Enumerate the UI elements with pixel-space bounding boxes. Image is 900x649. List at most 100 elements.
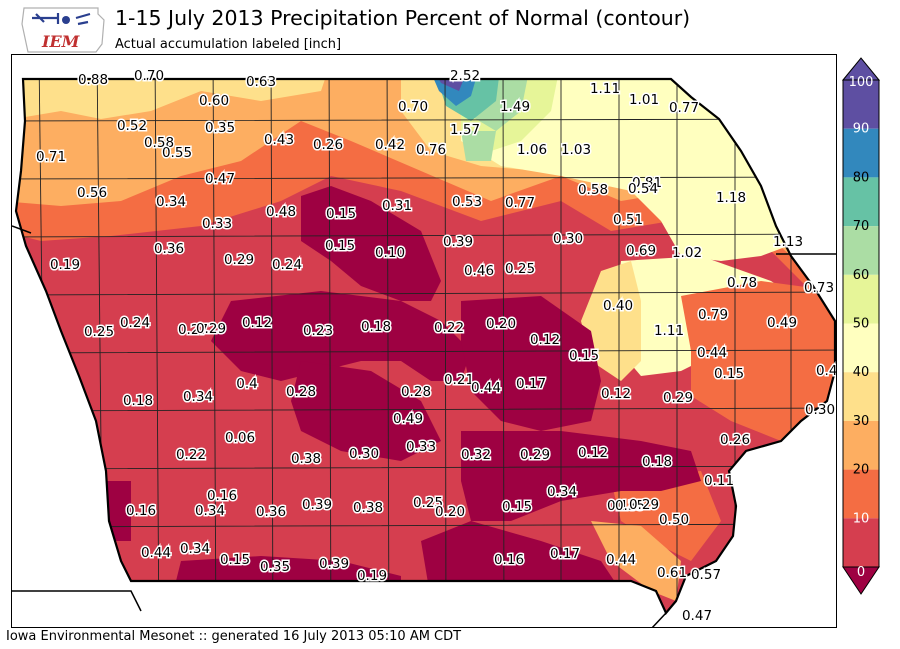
station-value-label: 0.54: [628, 181, 658, 197]
station-value-label: 0.21: [444, 372, 474, 388]
station-value-label: 0.58: [144, 135, 174, 151]
station-value-label: 0.38: [353, 500, 383, 516]
iowa-border: [14, 77, 836, 616]
station-value-label: 0.56: [77, 185, 107, 201]
station-value-label: 0.34: [195, 503, 225, 519]
station-value-label: 0.16: [207, 488, 237, 504]
station-value-label: 1.18: [716, 190, 746, 206]
station-value-label: 0.18: [607, 498, 637, 514]
station-value-label: 0.24: [120, 315, 150, 331]
station-value-label: 0.18: [642, 454, 672, 470]
map-subtitle: Actual accumulation labeled [inch]: [115, 37, 342, 52]
station-value-label: 1.11: [654, 323, 684, 339]
station-value-label: 0.70: [134, 68, 164, 84]
station-value-label: 0.35: [615, 498, 645, 514]
station-value-label: 0.19: [50, 257, 80, 273]
station-value-label: 0.71: [36, 149, 66, 165]
station-value-label: 0.53: [452, 194, 482, 210]
station-value-label: 0.28: [401, 384, 431, 400]
station-value-label: 0.18: [123, 393, 153, 409]
station-value-label: 0.42: [816, 363, 837, 379]
station-value-label: 0.16: [126, 503, 156, 519]
station-value-label: 0.39: [302, 497, 332, 513]
station-value-label: 0.35: [260, 559, 290, 575]
colorbar-tick-label: 10: [853, 511, 870, 526]
station-value-label: 0.11: [704, 473, 734, 489]
station-value-label: 0.29: [520, 447, 550, 463]
station-value-label: 1.13: [773, 234, 803, 250]
logo-text: IEM: [41, 32, 81, 51]
station-value-label: 0.19: [357, 568, 387, 584]
station-value-label: 0.12: [578, 445, 608, 461]
station-value-label: 0.29: [629, 497, 659, 513]
station-value-label: 0.52: [117, 118, 147, 134]
station-value-label: 0.15: [569, 348, 599, 364]
station-value-label: 0.32: [461, 447, 491, 463]
station-value-label: 0.58: [578, 182, 608, 198]
station-value-label: 0.15: [325, 238, 355, 254]
station-value-label: 0.34: [183, 389, 213, 405]
station-value-label: 0.4: [236, 376, 257, 392]
station-value-label: 0.15: [220, 552, 250, 568]
station-value-label: 0.81: [632, 175, 662, 191]
station-value-label: 0.44: [606, 552, 636, 568]
station-value-label: 0.34: [547, 484, 577, 500]
station-value-label: 1.11: [590, 81, 620, 97]
iem-logo: IEM: [21, 7, 105, 53]
station-value-label: 0.35: [205, 120, 235, 136]
contour-fill: [16, 79, 835, 613]
station-value-label: 0.44: [471, 380, 501, 396]
colorbar-bin: [843, 372, 879, 421]
colorbar-bin: [843, 323, 879, 373]
colorbar-bin: [843, 80, 879, 129]
map-title: 1-15 July 2013 Precipitation Percent of …: [115, 6, 691, 30]
station-value-label: 2.52: [450, 68, 480, 84]
precipitation-map: 0.88 0.70 0.63 2.52 1.11 1.01 0.77 0.60 0.70 1.49…: [11, 54, 837, 628]
station-value-label: 0.18: [361, 319, 391, 335]
station-value-label: 0.16: [494, 552, 524, 568]
station-value-label: 0.63: [246, 74, 276, 90]
station-labels: 0.88 0.70 0.63 2.52 1.11 1.01 0.77 0.60 0.70 1.49…: [34, 67, 837, 626]
station-value-label: 0.20: [486, 316, 516, 332]
station-value-label: 0.70: [398, 99, 428, 115]
colorbar-tick-label: 50: [853, 317, 870, 332]
station-value-label: 0.55: [162, 145, 192, 161]
station-value-label: 0.29: [663, 390, 693, 406]
station-value-label: 0.78: [727, 275, 757, 291]
station-value-label: 0.20: [435, 504, 465, 520]
station-value-label: 1.06: [517, 142, 547, 158]
station-value-label: 0.46: [464, 263, 494, 279]
station-value-label: 0.30: [553, 231, 583, 247]
station-value-label: 0.40: [603, 298, 633, 314]
station-value-label: 1.57: [450, 122, 480, 138]
station-value-label: 0.23: [303, 323, 333, 339]
colorbar-tick-label: 0: [857, 565, 865, 580]
colorbar-tick-label: 100: [849, 75, 874, 90]
station-value-label: 0.29: [196, 321, 226, 337]
colorbar-bin: [843, 226, 879, 275]
station-value-label: 0.24: [272, 257, 302, 273]
station-value-label: 0.33: [202, 216, 232, 232]
station-value-label: 0.43: [264, 132, 294, 148]
station-value-label: 0.51: [613, 212, 643, 228]
colorbar-tick-label: 90: [853, 122, 870, 137]
station-value-label: 0.39: [443, 234, 473, 250]
station-value-label: 0.26: [313, 137, 343, 153]
colorbar-tick-label: 70: [853, 219, 870, 234]
station-value-label: 0.44: [697, 345, 727, 361]
station-value-label: 0.12: [530, 332, 560, 348]
footer-credit: Iowa Environmental Mesonet :: generated …: [6, 629, 462, 644]
colorbar-bin: [843, 177, 879, 227]
station-value-label: 0.34: [156, 194, 186, 210]
station-value-label: 1.02: [672, 245, 702, 261]
station-value-label: 0.77: [669, 100, 699, 116]
neighbor-state-lines: [12, 225, 836, 627]
colorbar-tick-label: 40: [853, 365, 870, 380]
station-value-label: 0.50: [659, 512, 689, 528]
station-value-label: 0.25: [413, 495, 443, 511]
station-value-label: 0.22: [434, 320, 464, 336]
station-value-label: 0.36: [154, 241, 184, 257]
station-value-label: 0.61: [657, 565, 687, 581]
station-value-label: 0.77: [505, 195, 535, 211]
station-value-label: 0.57: [691, 567, 721, 583]
